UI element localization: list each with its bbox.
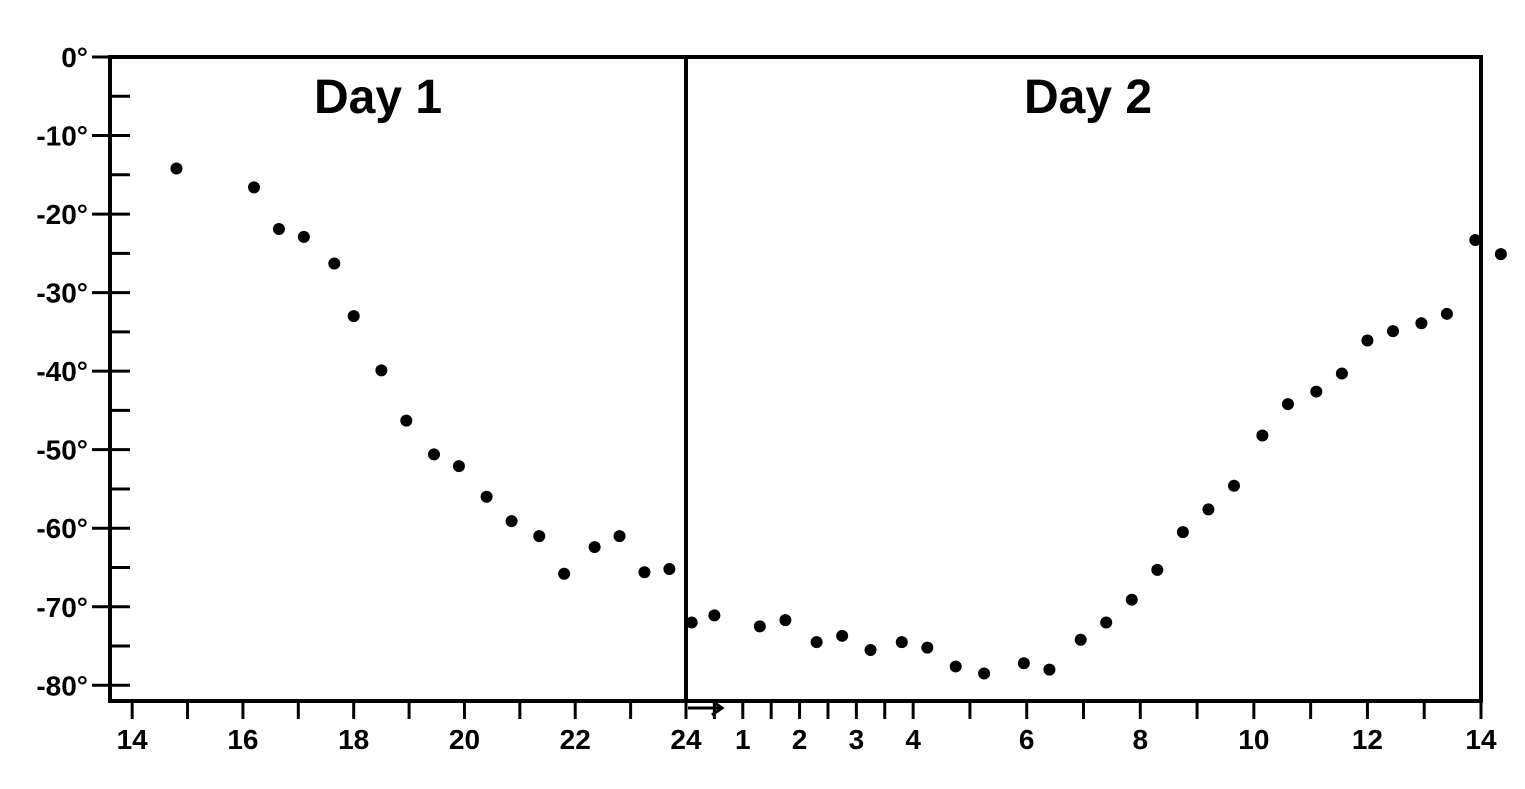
x-tick-label: 4 [905, 724, 921, 755]
data-point [452, 460, 465, 473]
labels-layer: 0°-10°-20°-30°-40°-50°-60°-70°-80°14 16 18… [36, 42, 1497, 755]
data-point [1043, 663, 1056, 676]
x-tick-label: 2 [792, 724, 808, 755]
data-point [810, 636, 823, 649]
data-point [375, 364, 388, 377]
y-tick-label: 0° [61, 42, 88, 73]
data-point [638, 566, 651, 579]
x-tick-label: 10 [1238, 724, 1269, 755]
data-point [272, 222, 285, 235]
day-label: Day 1 [314, 71, 442, 124]
data-point [1281, 398, 1294, 411]
y-tick-label: -50° [36, 435, 88, 466]
data-point [1151, 563, 1164, 576]
points-layer [170, 162, 1507, 680]
data-point [1310, 385, 1323, 398]
data-point [685, 616, 698, 629]
data-point [1335, 367, 1348, 380]
data-point [1074, 633, 1087, 646]
y-tick-label: -20° [36, 199, 88, 230]
data-point [753, 620, 766, 633]
data-point [708, 609, 721, 622]
data-point [663, 563, 676, 576]
data-point [533, 530, 546, 543]
x-tick-label: 24 [670, 724, 702, 755]
data-point [1017, 657, 1030, 670]
data-point [864, 643, 877, 656]
data-point [297, 230, 310, 243]
data-point [779, 614, 792, 627]
x-tick-label: 20 [449, 724, 480, 755]
data-point [347, 310, 360, 323]
data-point [480, 490, 493, 503]
data-point [1256, 429, 1269, 442]
y-tick-label: -60° [36, 513, 88, 544]
data-point [895, 636, 908, 649]
data-point [836, 629, 849, 642]
x-tick-label: 8 [1132, 724, 1148, 755]
data-point [949, 660, 962, 673]
ticks-layer [92, 55, 1483, 719]
data-point [1176, 526, 1189, 539]
y-tick-label: -70° [36, 592, 88, 623]
data-point [1125, 593, 1138, 606]
data-point [1440, 307, 1453, 320]
x-tick-label: 16 [227, 724, 258, 755]
data-point [1494, 248, 1507, 261]
data-point [1202, 503, 1215, 516]
x-tick-label: 12 [1352, 724, 1383, 755]
data-point [1227, 479, 1240, 492]
x-tick-label: 6 [1019, 724, 1035, 755]
data-point [170, 162, 183, 175]
data-point [978, 667, 991, 680]
data-point [248, 181, 260, 194]
data-point [1386, 325, 1399, 338]
data-point [328, 257, 341, 270]
data-point [428, 448, 440, 461]
y-tick-label: -10° [36, 121, 88, 152]
y-tick-label: -40° [36, 356, 88, 387]
data-point [1415, 317, 1428, 330]
x-tick-label: 18 [338, 724, 369, 755]
data-point [505, 515, 518, 528]
data-point [1469, 233, 1482, 246]
x-tick-label: 22 [560, 724, 591, 755]
data-point [400, 414, 413, 427]
y-tick-label: -80° [36, 670, 88, 701]
axes-layer [108, 55, 1483, 717]
x-tick-label: 3 [849, 724, 865, 755]
y-tick-label: -30° [36, 278, 88, 309]
day-label: Day 2 [1024, 71, 1152, 124]
x-tick-label: 14 [1465, 724, 1497, 755]
x-tick-label: 14 [117, 724, 149, 755]
x-tick-label: 1 [735, 724, 751, 755]
plot-frame [108, 55, 1483, 703]
data-point [921, 641, 934, 654]
data-point [558, 567, 571, 580]
data-point [613, 530, 626, 543]
data-point [1100, 616, 1113, 629]
data-point [588, 541, 601, 554]
data-point [1361, 334, 1374, 347]
